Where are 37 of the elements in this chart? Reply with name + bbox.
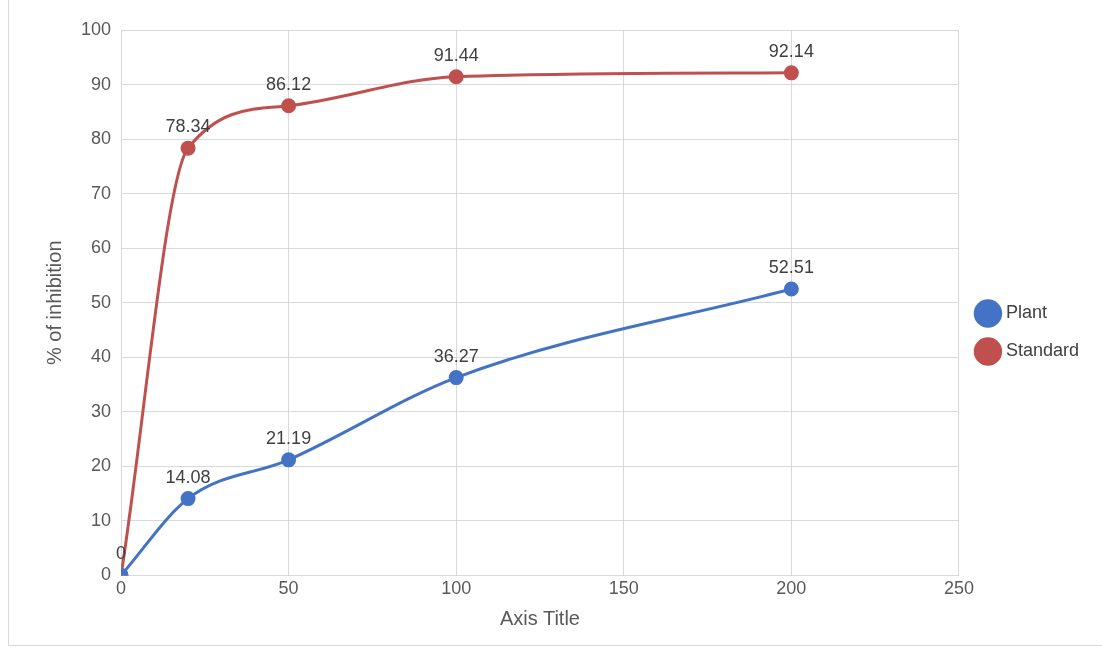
x-tick-label: 0 (116, 578, 127, 599)
y-axis-title: % of inhibition (42, 240, 65, 365)
data-label: 14.08 (165, 466, 211, 487)
y-tick-label: 90 (91, 73, 112, 94)
data-label: 78.34 (165, 116, 211, 137)
point (180, 491, 196, 507)
point (448, 370, 464, 386)
legend-label: Standard (1005, 340, 1080, 361)
y-tick-label: 100 (80, 18, 112, 39)
x-tick-label: 50 (278, 578, 299, 599)
point (281, 98, 297, 114)
y-tick-label: 50 (91, 291, 112, 312)
point (180, 140, 196, 156)
data-label: 36.27 (433, 345, 479, 366)
y-tick-label: 30 (91, 400, 112, 421)
x-axis-title: Axis Title (499, 606, 580, 629)
x-tick-label: 150 (608, 578, 639, 599)
data-label: 21.19 (266, 427, 312, 448)
y-tick-label: 20 (91, 455, 112, 476)
x-tick-label: 250 (943, 578, 974, 599)
point (783, 281, 799, 297)
y-tick-label: 80 (91, 128, 112, 149)
data-label: 86.12 (266, 73, 312, 94)
y-tick-label: 70 (91, 182, 112, 203)
x-tick-label: 100 (441, 578, 472, 599)
y-tick-label: 0 (101, 564, 112, 585)
y-tick-label: 60 (91, 237, 112, 258)
x-tick-label: 200 (776, 578, 807, 599)
point (783, 65, 799, 81)
y-tick-label: 10 (91, 509, 112, 530)
y-tick-label: 40 (91, 346, 112, 367)
point (448, 69, 464, 85)
data-label: 92.14 (768, 40, 814, 61)
point (281, 452, 297, 468)
data-label: 91.44 (433, 44, 479, 65)
legend-label: Plant (1005, 302, 1047, 323)
data-label: 52.51 (768, 256, 814, 277)
